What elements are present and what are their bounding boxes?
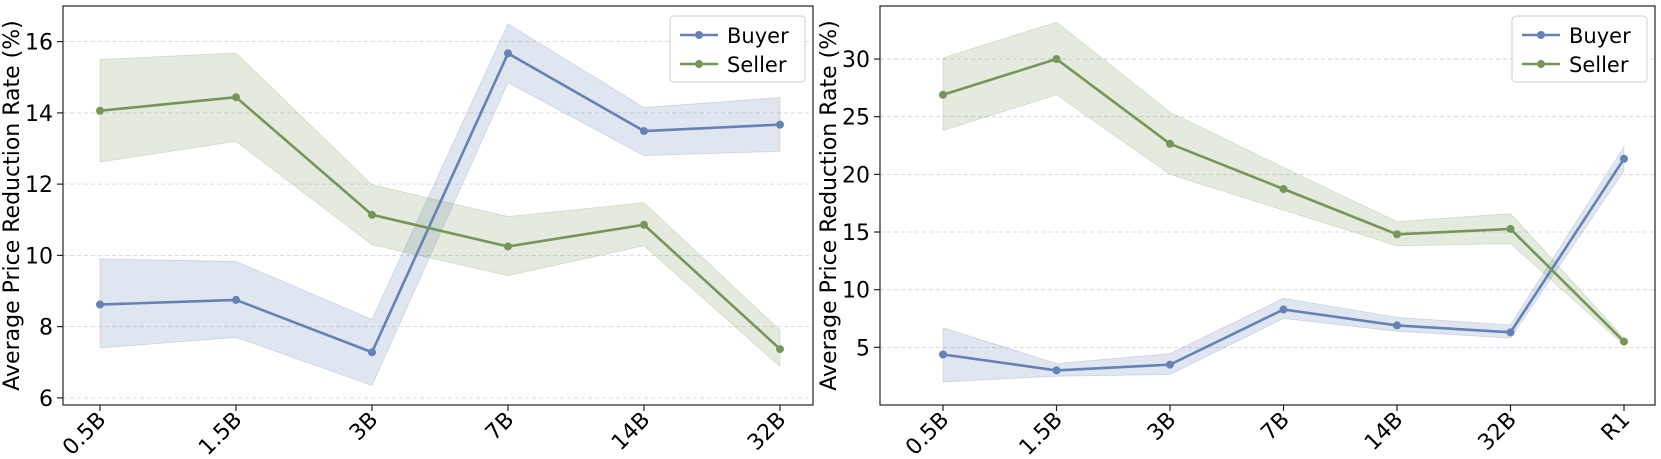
point-buyer [232,295,240,304]
legend-label-seller: Seller [727,53,787,77]
point-seller [939,90,947,99]
point-buyer [1620,154,1628,163]
x-tick-label: 32B [743,408,791,456]
point-seller [1166,139,1174,148]
y-axis-label: Average Price Reduction Rate (%) [817,20,842,390]
point-seller [1506,224,1515,233]
band-seller [99,52,781,368]
line-seller [99,95,781,351]
point-seller [1393,230,1401,239]
x-tick-label: 14B [607,408,655,456]
y-tick-label: 25 [842,106,870,131]
y-tick-label: 6 [39,387,53,412]
point-seller [1279,185,1288,194]
point-seller [1052,55,1061,64]
y-tick-label: 8 [39,316,53,341]
y-tick-label: 10 [842,279,870,304]
point-seller [640,220,648,229]
x-tick-label: 7B [1256,408,1294,446]
point-seller [368,210,376,219]
y-tick-label: 12 [25,173,53,198]
x-tick-label: 7B [481,408,519,446]
y-tick-label: 16 [25,31,53,56]
point-buyer [504,49,512,58]
legend-box [669,15,806,83]
legend-box [1511,15,1648,83]
point-seller [232,93,240,102]
x-tick-label: 1.5B [194,408,247,459]
axes-frame [879,5,1656,406]
y-tick-label: 15 [842,221,870,246]
legend-marker-buyer [695,31,703,39]
y-tick-label: 5 [856,336,870,361]
point-buyer [1166,360,1174,369]
point-buyer [939,350,947,359]
point-seller [1620,337,1628,346]
line-buyer [99,52,781,354]
left-chart: 6 8 10 12 14 16 0.5B 1.5B 3B 7B 14B 32B Average Pric… [0,5,814,459]
legend-label-seller: Seller [1569,53,1629,77]
legend-label-buyer: Buyer [1569,24,1631,48]
x-tick-label: 3B [1143,408,1181,446]
x-tick-label: 3B [345,408,383,446]
y-tick-label: 14 [25,102,53,127]
point-buyer [96,300,104,309]
legend-marker-seller [1537,60,1545,68]
legend-marker-buyer [1537,31,1545,39]
legend-label-buyer: Buyer [727,24,789,48]
point-buyer [776,120,784,129]
point-seller [96,106,104,115]
y-tick-label: 30 [842,48,870,73]
y-tick-label: 20 [842,163,870,188]
point-buyer [640,127,648,136]
point-buyer [1393,321,1401,330]
point-seller [504,242,512,251]
point-buyer [1279,305,1288,314]
x-tick-label: 0.5B [58,408,111,459]
x-tick-label: 0.5B [901,408,954,459]
x-tick-label: 32B [1474,408,1522,456]
point-buyer [1052,366,1061,375]
axes-frame [62,5,814,406]
x-tick-label: 14B [1360,408,1408,456]
x-tick-label: 1.5B [1015,408,1068,459]
point-seller [776,345,784,354]
y-axis-label: Average Price Reduction Rate (%) [0,20,25,390]
point-buyer [1506,328,1515,337]
point-buyer [368,348,376,357]
right-chart: 5 10 15 20 25 30 0.5B 1.5B 3B 7B 14B 32B R1 Average P… [817,5,1656,459]
y-tick-label: 10 [25,244,53,269]
band-buyer [942,145,1625,383]
x-tick-label: R1 [1597,408,1635,446]
legend-marker-seller [695,60,703,68]
